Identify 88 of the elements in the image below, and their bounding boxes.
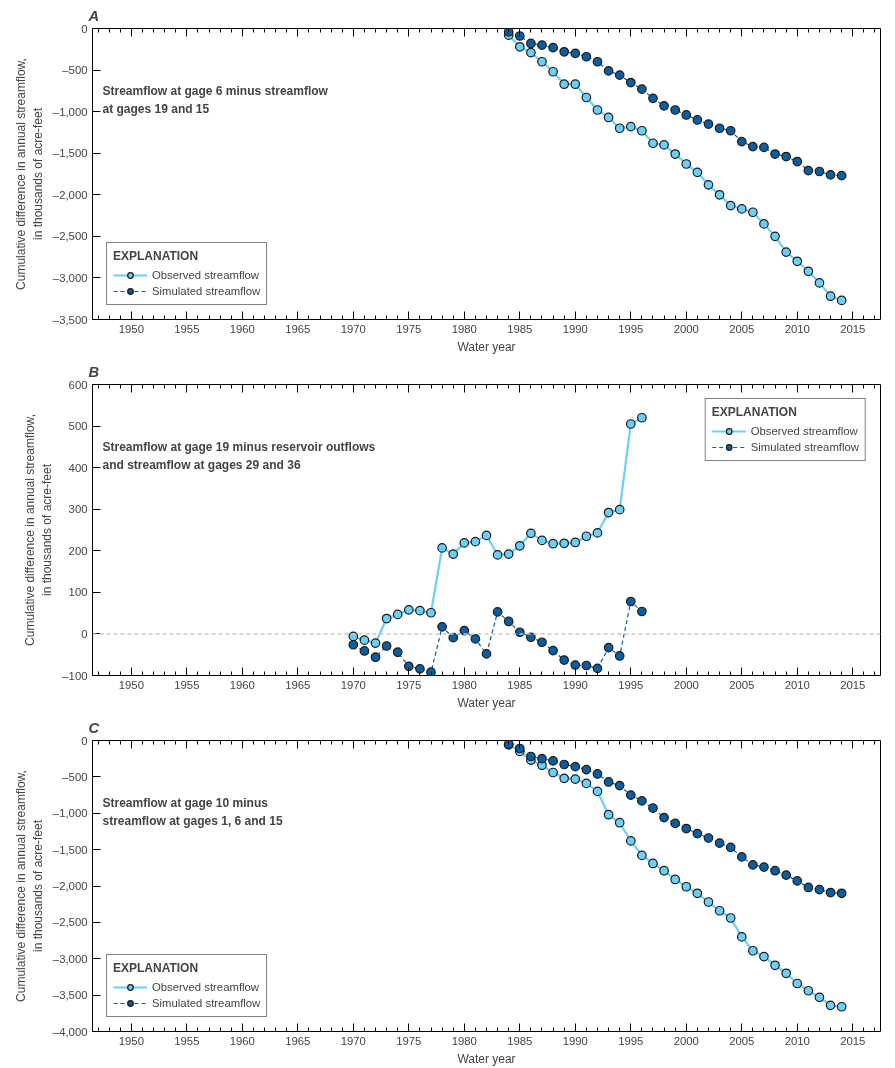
legend-label: Observed streamflow [152,980,260,994]
x-tick-label: 1960 [229,322,255,335]
x-tick-label: 1980 [451,322,477,335]
x-tick-label: 1985 [507,1034,533,1047]
y-tick-label: 600 [68,378,88,391]
y-tick-label: –500 [62,64,88,77]
x-tick-label: 2000 [673,678,699,691]
x-tick-label: 1975 [396,678,422,691]
y-axis-title: Cumulative difference in annual streamflow, in thousands of acre-feet [23,414,55,646]
x-tick-label: 1985 [507,322,533,335]
y-tick-label: 300 [68,503,88,516]
x-tick-label: 1990 [562,678,588,691]
y-tick-label: –3,000 [52,952,88,965]
x-tick-label: 1975 [396,322,422,335]
x-tick-label: 1975 [396,1034,422,1047]
x-tick-label: 2000 [673,322,699,335]
x-tick-label: 1990 [562,1034,588,1047]
legend-title: EXPLANATION [113,961,200,975]
x-tick-label: 1990 [562,322,588,335]
chart-title: A [87,7,100,24]
x-tick-label: 2015 [840,1034,866,1047]
annotation: Streamflow at gage 6 minus streamflow at gages 19 and 15 [102,84,329,116]
x-tick-label: 1980 [451,678,477,691]
x-tick-label: 1965 [285,678,311,691]
x-tick-label: 1995 [618,678,644,691]
chart-title: C [88,719,100,736]
y-tick-label: 0 [81,734,88,747]
x-tick-label: 2005 [729,322,755,335]
y-tick-label: –3,500 [52,989,88,1002]
y-axis-title: Cumulative difference in annual streamflow, in thousands of acre-feet [14,58,45,290]
y-tick-label: 500 [68,420,88,433]
y-tick-label: –2,500 [52,230,88,243]
x-axis-title: Water year [457,695,516,710]
x-tick-label: 1995 [618,322,644,335]
x-tick-label: 1970 [340,678,366,691]
x-tick-label: 1955 [174,1034,200,1047]
y-tick-label: –1,500 [52,843,88,856]
y-tick-label: –2,000 [52,880,88,892]
y-tick-label: –1,000 [52,807,88,820]
x-axis-title: Water year [457,339,516,354]
legend-label: Simulated streamflow [750,440,859,454]
x-tick-label: 1995 [618,1034,644,1047]
x-axis-title: Water year [457,1051,516,1066]
legend-label: Simulated streamflow [152,996,261,1010]
chart-title: B [88,363,100,380]
x-tick-label: 1970 [340,322,366,335]
x-tick-label: 2015 [840,678,866,691]
x-tick-label: 1960 [229,1034,255,1047]
x-tick-label: 1970 [340,1034,366,1047]
x-tick-label: 2005 [729,1034,755,1047]
legend-label: Observed streamflow [152,268,260,282]
y-tick-label: –1,500 [52,147,88,160]
y-tick-label: –1,000 [52,105,88,118]
x-tick-label: 1950 [118,1034,144,1047]
x-tick-label: 1960 [229,678,255,691]
y-tick-label: –100 [62,669,88,682]
x-tick-label: 1965 [285,1034,311,1047]
x-tick-label: 2010 [784,1034,810,1047]
y-axis-title: Cumulative difference in annual streamflow, in thousands of acre-feet [14,770,45,1002]
x-tick-label: 2010 [784,678,810,691]
x-tick-label: 2010 [784,322,810,335]
y-tick-label: –500 [62,770,88,783]
annotation: Streamflow at gage 10 minus streamflow at gages 1, 6 and 15 [102,796,283,828]
x-tick-label: 1955 [174,678,200,691]
legend-title: EXPLANATION [113,249,200,263]
y-tick-label: –4,000 [52,1025,88,1038]
x-tick-label: 1980 [451,1034,477,1047]
legend-title: EXPLANATION [711,405,798,419]
legend-label: Observed streamflow [750,424,858,438]
x-tick-label: 1950 [118,322,144,335]
y-tick-label: –3,500 [52,313,88,326]
x-tick-label: 1965 [285,322,311,335]
x-tick-label: 2015 [840,322,866,335]
x-tick-label: 1950 [118,678,144,691]
x-tick-label: 2005 [729,678,755,691]
y-tick-label: 0 [81,22,88,35]
y-tick-label: –2,000 [52,188,88,201]
x-tick-label: 2000 [673,1034,699,1047]
y-tick-label: 400 [68,461,88,474]
legend-label: Simulated streamflow [152,284,261,298]
y-tick-label: –2,500 [52,916,88,929]
y-tick-label: 200 [68,544,88,557]
y-tick-label: 100 [68,586,88,599]
annotation: Streamflow at gage 19 minus reservoir outflows and streamflow at gages 29 and 36 [102,440,376,472]
y-tick-label: 0 [81,627,88,640]
x-tick-label: 1955 [174,322,200,335]
y-tick-label: –3,000 [52,271,88,284]
x-tick-label: 1985 [507,678,533,691]
